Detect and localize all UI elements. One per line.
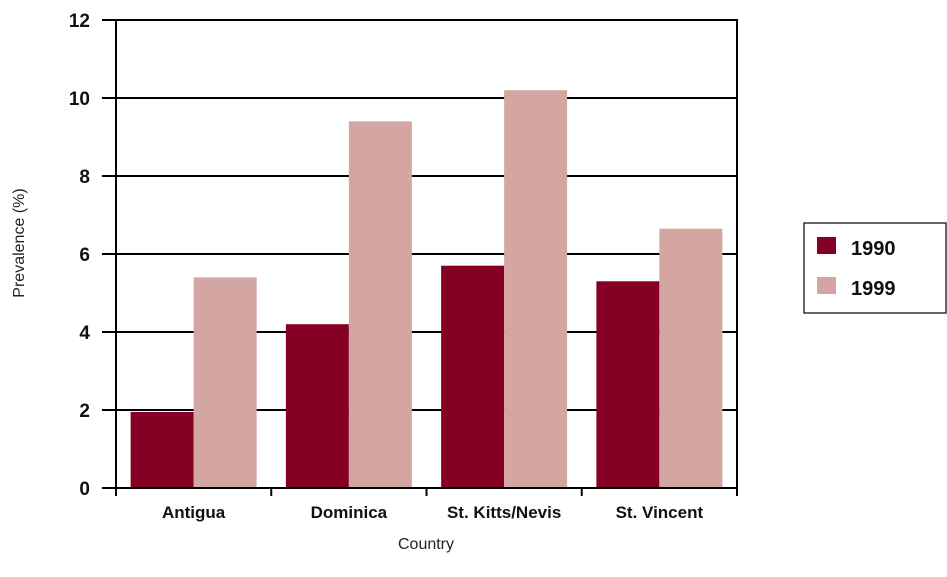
- bar-1999-3: [659, 228, 723, 488]
- bar-1990-2: [441, 265, 505, 488]
- bars: [130, 90, 723, 489]
- plot-frame: [115, 19, 738, 489]
- y-axis-title: Prevalence (%): [11, 188, 28, 297]
- legend-label-1999: 1999: [851, 278, 896, 300]
- x-category-label: St. Vincent: [616, 503, 704, 522]
- y-tick-labels: 0 2 4 6 8 10 12: [69, 11, 91, 500]
- y-tick-label: 0: [79, 479, 90, 500]
- y-tick-label: 10: [69, 89, 90, 110]
- bar-1990-1: [285, 324, 349, 488]
- x-category-labels: Antigua Dominica St. Kitts/Nevis St. Vincen…: [162, 503, 703, 522]
- y-tick-label: 4: [79, 323, 90, 344]
- legend-swatch-1990: [817, 237, 836, 254]
- x-category-label: St. Kitts/Nevis: [447, 503, 561, 522]
- bar-1999-0: [193, 277, 257, 488]
- y-tick-label: 8: [79, 167, 90, 188]
- bar-1990-0: [130, 411, 194, 488]
- y-tick-label: 6: [79, 245, 90, 266]
- x-category-label: Dominica: [311, 503, 388, 522]
- legend-swatch-1999: [817, 277, 836, 294]
- x-category-label: Antigua: [162, 503, 226, 522]
- bar-1990-3: [596, 281, 660, 488]
- axes: [102, 19, 738, 496]
- y-tick-label: 12: [69, 11, 90, 32]
- x-axis-title: Country: [398, 536, 454, 553]
- bar-1999-1: [348, 121, 412, 489]
- legend-label-1990: 1990: [851, 238, 896, 260]
- y-tick-label: 2: [79, 401, 90, 422]
- legend: 1990 1999: [803, 222, 947, 314]
- bar-1999-2: [504, 90, 568, 488]
